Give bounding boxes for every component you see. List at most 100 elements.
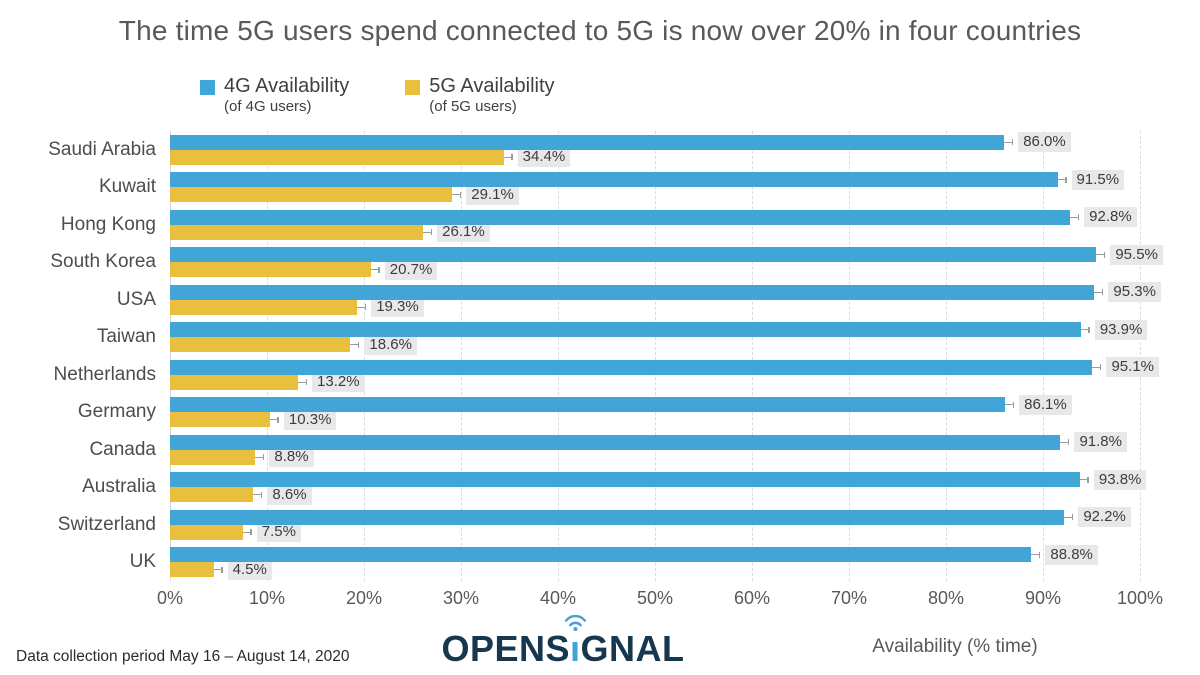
- bar-line-5g: 29.1%: [170, 184, 1140, 205]
- bar-line-4g: 92.8%: [170, 207, 1140, 227]
- category-label: Saudi Arabia: [48, 138, 156, 160]
- error-whisker-icon: [269, 416, 279, 423]
- x-tick-label: 80%: [927, 588, 965, 608]
- value-label: 95.5%: [1110, 244, 1163, 265]
- value-label: 10.3%: [283, 409, 337, 430]
- value-label: 20.7%: [384, 259, 438, 280]
- bar-group: 93.8% 8.6%: [170, 469, 1147, 506]
- legend-item-4g: 4G Availability (of 4G users): [200, 75, 349, 121]
- bar-group: 86.1% 10.3%: [170, 394, 1140, 431]
- bar-line-4g: 91.5%: [170, 169, 1140, 190]
- error-whisker-icon: [253, 491, 263, 498]
- bar-group: 92.8% 26.1%: [170, 207, 1140, 244]
- x-tick-label: 20%: [345, 588, 383, 608]
- x-tick-label: 30%: [442, 588, 480, 608]
- value-label: 92.2%: [1078, 507, 1131, 527]
- category-label: South Korea: [50, 251, 156, 272]
- error-whisker-icon: [452, 191, 462, 198]
- bar-4g: [170, 359, 1102, 375]
- bar-4g: [170, 172, 1067, 187]
- bar-4g: [170, 284, 1104, 300]
- error-whisker-icon: [1060, 439, 1070, 445]
- value-label: 8.8%: [269, 447, 314, 467]
- bar-line-5g: 8.6%: [170, 484, 1140, 505]
- bar-line-4g: 88.8%: [170, 544, 1140, 565]
- bar-4g: [170, 247, 1106, 262]
- chart-row: Hong Kong 92.8% 26.1%: [0, 206, 1200, 244]
- legend: 4G Availability (of 4G users) 5G Availab…: [200, 75, 1200, 121]
- bar-5g: [170, 262, 380, 277]
- category-label: Australia: [82, 476, 156, 497]
- bar-line-4g: 86.1%: [170, 394, 1140, 415]
- x-tick-label: 10%: [248, 588, 286, 608]
- category-label: Germany: [77, 401, 156, 422]
- error-whisker-icon: [1070, 214, 1080, 220]
- bar-line-5g: 34.4%: [170, 147, 1140, 167]
- bar-4g: [170, 547, 1041, 562]
- error-whisker-icon: [503, 154, 513, 160]
- legend-sublabel-4g: (of 4G users): [224, 98, 312, 115]
- error-whisker-icon: [1079, 476, 1089, 483]
- bar-group: 95.3% 19.3%: [170, 282, 1161, 319]
- chart-row: South Korea 95.5% 20.7%: [0, 244, 1200, 282]
- category-label: Netherlands: [53, 363, 156, 385]
- bar-line-4g: 95.5%: [170, 244, 1163, 265]
- value-label: 29.1%: [466, 184, 519, 205]
- bar-group: 88.8% 4.5%: [170, 544, 1140, 581]
- bar-line-5g: 18.6%: [170, 334, 1140, 355]
- chart-row: Australia 93.8% 8.6%: [0, 469, 1200, 507]
- chart-row: USA 95.3% 19.3%: [0, 281, 1200, 319]
- bar-line-5g: 4.5%: [170, 559, 1140, 580]
- value-label: 93.9%: [1094, 319, 1148, 340]
- x-tick-label: 60%: [733, 588, 771, 608]
- signal-arcs-icon: [564, 614, 586, 631]
- category-label: Switzerland: [57, 513, 156, 535]
- error-whisker-icon: [1092, 364, 1102, 370]
- error-whisker-icon: [298, 379, 308, 385]
- chart-row: UK 88.8% 4.5%: [0, 544, 1200, 582]
- bar-5g: [170, 487, 263, 502]
- bar-5g: [170, 412, 279, 427]
- x-axis-title: Availability (% time): [872, 636, 1038, 657]
- chart-row: Switzerland 92.2% 7.5%: [0, 506, 1200, 544]
- bar-line-4g: 91.8%: [170, 432, 1140, 452]
- bar-5g: [170, 449, 265, 465]
- logo-text-part1: OPENS: [441, 628, 571, 669]
- value-label: 93.8%: [1093, 469, 1147, 490]
- data-collection-note: Data collection period May 16 – August 1…: [16, 648, 350, 665]
- error-whisker-icon: [423, 229, 433, 235]
- x-tick-label: 40%: [539, 588, 577, 608]
- bar-5g: [170, 224, 433, 240]
- x-tick-label: 50%: [636, 588, 674, 608]
- logo-letter-i: ı: [564, 614, 586, 667]
- value-label: 8.6%: [267, 484, 312, 505]
- value-label: 86.0%: [1018, 132, 1071, 152]
- bar-group: 92.2% 7.5%: [170, 507, 1140, 544]
- plot-rows: Saudi Arabia 86.0% 34.4% Kuwait 91.5% 29.1% Ho…: [0, 131, 1200, 581]
- error-whisker-icon: [1094, 289, 1104, 295]
- error-whisker-icon: [1031, 551, 1041, 558]
- x-axis: 0% 10% 20% 30% 40% 50% 60% 70% 80% 90% 100%: [157, 581, 1163, 613]
- bar-4g: [170, 397, 1015, 412]
- bar-5g: [170, 149, 513, 165]
- bar-line-5g: 19.3%: [170, 297, 1140, 317]
- error-whisker-icon: [350, 341, 360, 348]
- bar-group: 91.5% 29.1%: [170, 169, 1140, 206]
- error-whisker-icon: [370, 266, 380, 273]
- value-label: 34.4%: [517, 147, 571, 167]
- bar-line-5g: 13.2%: [170, 372, 1140, 392]
- bar-line-4g: 93.9%: [170, 319, 1148, 340]
- legend-label-4g: 4G Availability: [224, 75, 350, 97]
- category-label: USA: [116, 288, 156, 310]
- bar-4g: [170, 322, 1090, 337]
- bar-5g: [170, 374, 308, 390]
- value-label: 18.6%: [364, 334, 417, 355]
- bar-5g: [170, 299, 367, 315]
- value-label: 86.1%: [1019, 394, 1072, 415]
- chart-row: Taiwan 93.9% 18.6%: [0, 319, 1200, 357]
- legend-swatch-4g-icon: [200, 80, 215, 95]
- bar-line-4g: 86.0%: [170, 132, 1140, 152]
- bar-4g: [170, 134, 1014, 150]
- legend-sublabel-5g: (of 5G users): [429, 98, 517, 115]
